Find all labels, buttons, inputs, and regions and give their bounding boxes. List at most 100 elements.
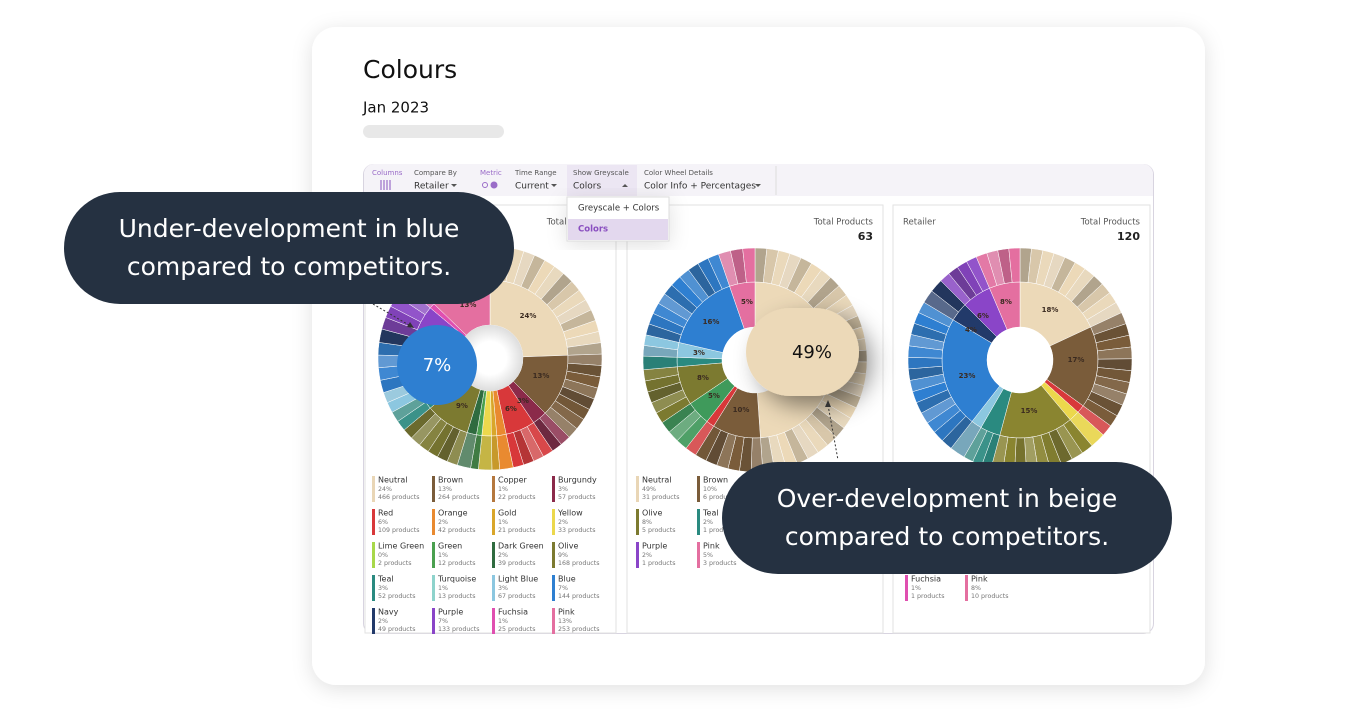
legend-count: 1 product xyxy=(703,527,734,534)
legend-name: Orange xyxy=(438,509,468,518)
callout xyxy=(722,462,1172,574)
legend-count: 144 products xyxy=(558,593,600,600)
compare-label: Compare By xyxy=(414,169,457,177)
page-title: Colours xyxy=(363,55,457,84)
legend-count: 12 products xyxy=(438,560,476,567)
legend-percent: 13% xyxy=(438,486,452,493)
legend-swatch xyxy=(372,476,375,502)
legend-swatch xyxy=(432,575,435,601)
metric-label: Metric xyxy=(480,169,502,177)
legend-percent: 9% xyxy=(558,552,568,559)
legend-percent: 1% xyxy=(438,552,448,559)
legend-name: Light Blue xyxy=(498,575,538,584)
panel-title: Retailer xyxy=(903,218,936,228)
legend-name: Pink xyxy=(703,542,720,551)
callout xyxy=(64,192,514,304)
legend-count: 133 products xyxy=(438,626,480,633)
legend-count: 21 products xyxy=(498,527,536,534)
legend-name: Neutral xyxy=(378,476,408,485)
wheel-outer-segment xyxy=(742,247,756,283)
wheel-label: 18% xyxy=(1042,306,1059,314)
caret xyxy=(451,184,457,187)
legend-count: 22 products xyxy=(498,494,536,501)
legend-percent: 6% xyxy=(378,519,388,526)
legend-name: Teal xyxy=(702,509,719,518)
legend-percent: 7% xyxy=(558,585,568,592)
legend-name: Green xyxy=(438,542,462,551)
legend-percent: 2% xyxy=(558,519,568,526)
wheel-label: 3% xyxy=(693,349,705,357)
legend-swatch xyxy=(636,542,639,568)
legend-name: Blue xyxy=(558,575,576,584)
wheel-value[interactable]: Color Info + Percentages xyxy=(644,182,756,192)
toggle-off[interactable] xyxy=(482,182,488,188)
legend-percent: 0% xyxy=(378,552,388,559)
legend-percent: 2% xyxy=(642,552,652,559)
dropdown-selected xyxy=(568,219,668,240)
time-label: Time Range xyxy=(514,169,557,177)
wheel-label: 10% xyxy=(733,406,750,414)
greyscale-value[interactable]: Colors xyxy=(573,182,601,192)
wheel-label: 9% xyxy=(456,402,468,410)
legend-swatch xyxy=(432,608,435,634)
toggle-on[interactable] xyxy=(490,181,498,189)
highlight-label: 49% xyxy=(792,342,832,363)
legend-count: 42 products xyxy=(438,527,476,534)
legend-name: Purple xyxy=(642,542,667,551)
legend-percent: 49% xyxy=(642,486,656,493)
wheel-label: Color Wheel Details xyxy=(644,169,713,177)
legend-swatch xyxy=(432,509,435,535)
legend-name: Teal xyxy=(377,575,394,584)
legend-percent: 3% xyxy=(558,486,568,493)
legend-swatch xyxy=(636,509,639,535)
legend-swatch xyxy=(552,575,555,601)
columns-icon xyxy=(380,180,391,190)
legend-count: 3 products xyxy=(703,560,737,567)
legend-count: 253 products xyxy=(558,626,600,633)
toolbar-columns[interactable]: Columns xyxy=(372,169,403,177)
legend-name: Turquoise xyxy=(437,575,476,584)
legend-percent: 3% xyxy=(498,585,508,592)
wheel-label: 13% xyxy=(533,372,550,380)
legend-name: Yellow xyxy=(557,509,583,518)
legend-name: Brown xyxy=(438,476,463,485)
wheel-label: 24% xyxy=(520,312,537,320)
time-value[interactable]: Current xyxy=(515,182,549,192)
legend-count: 2 products xyxy=(378,560,412,567)
legend-count: 33 products xyxy=(558,527,596,534)
legend-percent: 8% xyxy=(642,519,652,526)
wheel-label: 15% xyxy=(1021,407,1038,415)
legend-swatch xyxy=(372,608,375,634)
legend-count: 466 products xyxy=(378,494,420,501)
compare-value[interactable]: Retailer xyxy=(414,182,449,192)
legend-percent: 2% xyxy=(378,618,388,625)
legend-swatch xyxy=(552,476,555,502)
legend-count: 52 products xyxy=(378,593,416,600)
legend-swatch xyxy=(636,476,639,502)
page-subtitle: Jan 2023 xyxy=(362,99,429,117)
legend-name: Fuchsia xyxy=(911,575,941,584)
legend-name: Olive xyxy=(642,509,662,518)
legend-percent: 3% xyxy=(378,585,388,592)
wheel-label: 8% xyxy=(697,374,709,382)
wheel-hole xyxy=(987,327,1053,393)
legend-percent: 1% xyxy=(911,585,921,592)
dropdown-option[interactable]: Colors xyxy=(578,225,608,235)
legend-name: Copper xyxy=(498,476,528,485)
legend-percent: 1% xyxy=(438,585,448,592)
arrow-head xyxy=(407,322,414,328)
legend-name: Pink xyxy=(971,575,988,584)
dropdown-option[interactable]: Greyscale + Colors xyxy=(578,204,660,214)
wheel-label: 17% xyxy=(1068,356,1085,364)
legend-count: 13 products xyxy=(438,593,476,600)
callout-text: compared to competitors. xyxy=(785,522,1109,551)
legend-count: 109 products xyxy=(378,527,420,534)
legend-swatch xyxy=(697,476,700,502)
legend-swatch xyxy=(492,608,495,634)
legend-swatch xyxy=(697,509,700,535)
legend-swatch xyxy=(552,509,555,535)
legend-count: 1 products xyxy=(642,560,676,567)
callout-text: Over-development in beige xyxy=(777,484,1118,513)
legend-percent: 2% xyxy=(438,519,448,526)
legend-count: 1 products xyxy=(911,593,945,600)
